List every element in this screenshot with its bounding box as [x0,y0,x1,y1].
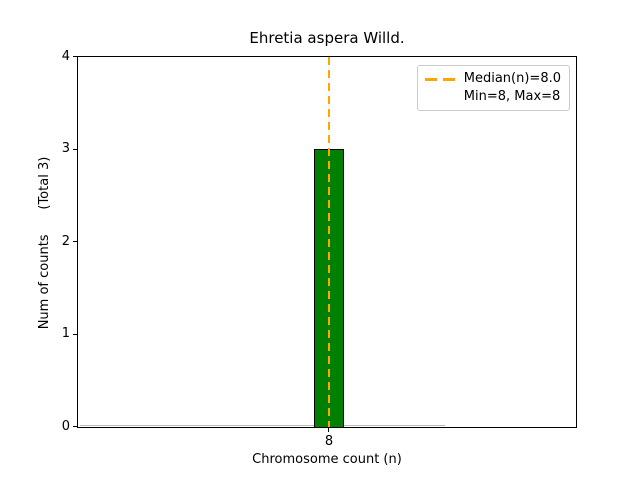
y-tick-label-2: 2 [61,234,70,249]
x-tick-label-8: 8 [324,434,334,449]
legend-entry-minmax: Min=8, Max=8 [425,88,561,106]
orange-dashed-line-icon [424,77,456,81]
legend-entry-median: Median(n)=8.0 [424,70,561,88]
y-tick-label-4: 4 [61,49,70,64]
chart-title: Ehretia aspera Willd. [249,29,405,47]
y-tick-mark [73,426,77,427]
plot-area: Median(n)=8.0 Min=8, Max=8 [77,56,577,428]
y-tick-mark [73,241,77,242]
x-axis-label: Chromosome count (n) [252,452,402,467]
legend-label-minmax: Min=8, Max=8 [463,89,561,104]
legend: Median(n)=8.0 Min=8, Max=8 [416,65,570,111]
y-tick-mark [73,334,77,335]
y-tick-label-0: 0 [61,419,70,434]
legend-handle-spacer [425,96,456,99]
y-tick-label-1: 1 [61,326,70,341]
y-tick-label-3: 3 [61,141,70,156]
legend-label-median: Median(n)=8.0 [463,71,561,86]
median-line [328,57,330,427]
x-tick-mark [328,428,329,432]
y-tick-mark [73,149,77,150]
zero-height-baseline [80,425,445,426]
y-tick-mark [73,56,77,57]
